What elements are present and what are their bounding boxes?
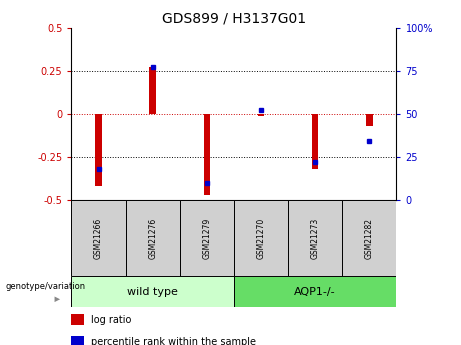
Text: log ratio: log ratio bbox=[91, 315, 131, 325]
Text: GSM21266: GSM21266 bbox=[94, 217, 103, 259]
Bar bbox=[234, 200, 288, 276]
Bar bbox=[71, 336, 84, 345]
Bar bbox=[180, 200, 234, 276]
Bar bbox=[342, 200, 396, 276]
Bar bbox=[149, 67, 156, 114]
Text: GSM21282: GSM21282 bbox=[365, 218, 374, 258]
Bar bbox=[258, 114, 264, 116]
Bar bbox=[288, 200, 342, 276]
Bar bbox=[234, 276, 396, 307]
Title: GDS899 / H3137G01: GDS899 / H3137G01 bbox=[162, 11, 306, 25]
Bar bbox=[71, 314, 84, 325]
Text: percentile rank within the sample: percentile rank within the sample bbox=[91, 337, 256, 345]
Text: genotype/variation: genotype/variation bbox=[6, 282, 86, 292]
Bar bbox=[366, 114, 372, 126]
Bar bbox=[204, 114, 210, 195]
Text: wild type: wild type bbox=[127, 287, 178, 296]
Text: GSM21276: GSM21276 bbox=[148, 217, 157, 259]
Text: GSM21270: GSM21270 bbox=[256, 217, 266, 259]
Bar bbox=[95, 114, 102, 186]
Bar bbox=[312, 114, 319, 169]
Text: GSM21279: GSM21279 bbox=[202, 217, 212, 259]
Text: AQP1-/-: AQP1-/- bbox=[295, 287, 336, 296]
Text: GSM21273: GSM21273 bbox=[311, 217, 320, 259]
Bar bbox=[71, 200, 125, 276]
Bar bbox=[125, 200, 180, 276]
Bar bbox=[71, 276, 234, 307]
